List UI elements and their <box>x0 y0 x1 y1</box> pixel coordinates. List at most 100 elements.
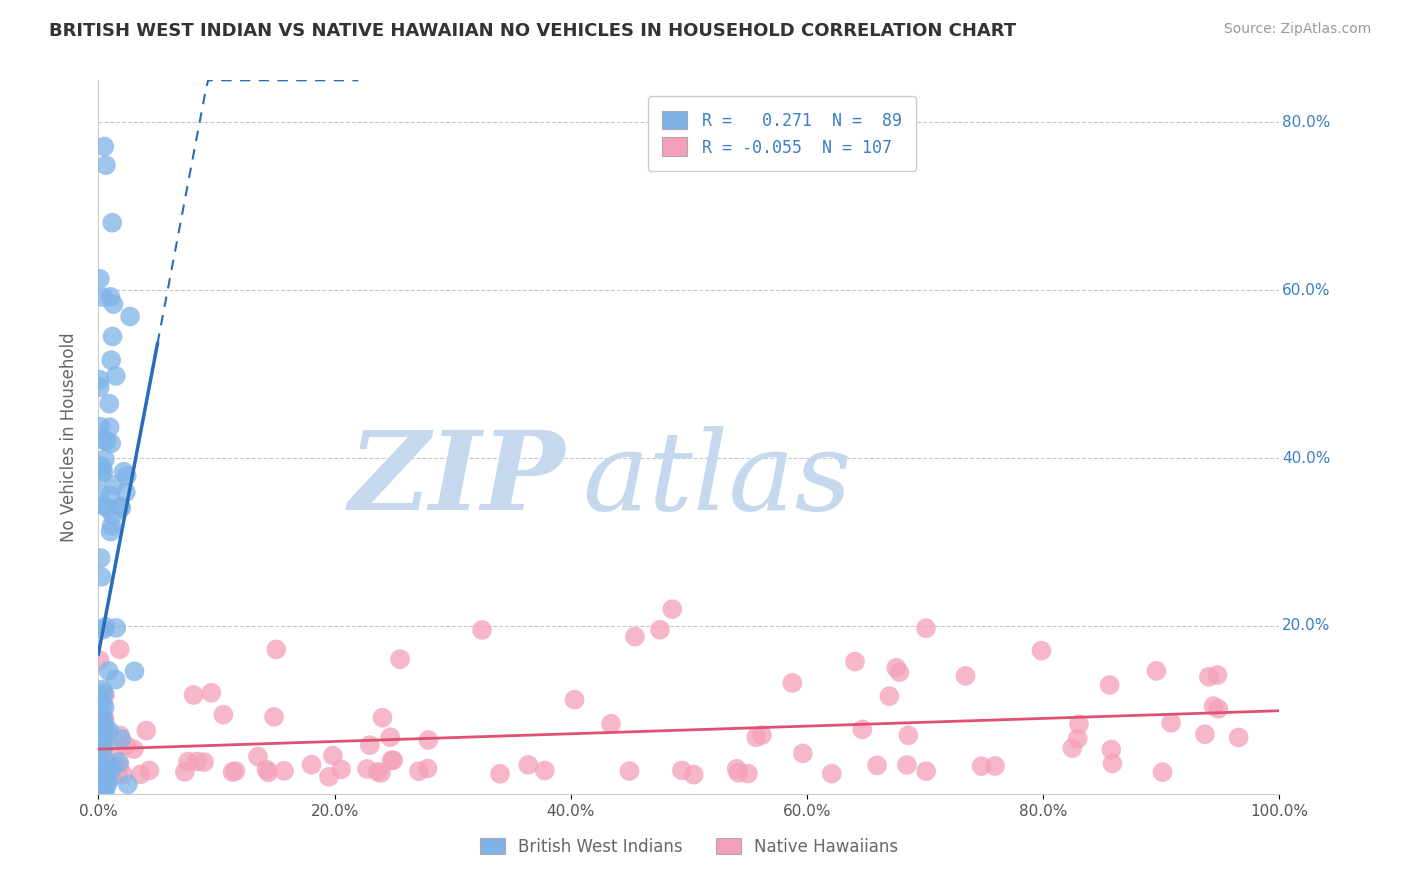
Point <box>173 764 195 779</box>
Point <box>1198 670 1220 684</box>
Point <box>727 765 749 780</box>
Point <box>112 768 135 782</box>
Point <box>101 761 124 775</box>
Point <box>110 731 132 746</box>
Point <box>94 768 117 782</box>
Point <box>97 772 120 786</box>
Point <box>955 669 977 683</box>
Point <box>91 742 114 756</box>
Point <box>91 698 114 712</box>
Point <box>330 763 353 777</box>
Point <box>101 769 124 783</box>
Point <box>1062 741 1084 756</box>
Point <box>257 765 280 780</box>
Point <box>619 764 641 778</box>
Point <box>915 621 938 635</box>
Point <box>93 709 115 723</box>
Point <box>1099 742 1122 756</box>
Y-axis label: No Vehicles in Household: No Vehicles in Household <box>59 332 77 542</box>
Point <box>98 489 121 503</box>
Point <box>256 763 278 777</box>
Point <box>193 755 215 769</box>
Point <box>89 756 111 770</box>
Point <box>1031 643 1053 657</box>
Point <box>93 780 115 794</box>
Point <box>91 731 114 746</box>
Point <box>471 623 494 637</box>
Point <box>89 380 111 394</box>
Point <box>89 733 111 747</box>
Text: 40.0%: 40.0% <box>1282 450 1330 466</box>
Text: atlas: atlas <box>582 426 852 533</box>
Point <box>91 737 114 751</box>
Point <box>93 768 115 782</box>
Point <box>94 620 117 634</box>
Text: 80.0%: 80.0% <box>1282 115 1330 129</box>
Point <box>1194 727 1216 741</box>
Point <box>884 661 907 675</box>
Point <box>866 758 889 772</box>
Point <box>98 396 121 410</box>
Point <box>94 158 117 172</box>
Point <box>89 762 111 776</box>
Point <box>246 749 269 764</box>
Point <box>517 758 540 772</box>
Point <box>98 769 121 783</box>
Point <box>89 743 111 757</box>
Point <box>844 655 866 669</box>
Point <box>91 763 114 777</box>
Point <box>108 759 131 773</box>
Point <box>725 762 748 776</box>
Point <box>94 772 117 786</box>
Point <box>115 739 138 753</box>
Point <box>93 700 115 714</box>
Point <box>682 767 704 781</box>
Point <box>624 630 647 644</box>
Point <box>89 782 111 797</box>
Point <box>93 499 115 513</box>
Point <box>93 739 115 754</box>
Point <box>896 757 918 772</box>
Point <box>1206 668 1229 682</box>
Point <box>94 721 117 735</box>
Legend: British West Indians, Native Hawaiians: British West Indians, Native Hawaiians <box>471 830 907 864</box>
Point <box>108 755 131 769</box>
Point <box>782 676 804 690</box>
Point <box>661 602 683 616</box>
Point <box>103 744 125 758</box>
Point <box>671 764 693 778</box>
Point <box>177 755 200 769</box>
Point <box>564 692 586 706</box>
Point <box>1160 715 1182 730</box>
Point <box>183 688 205 702</box>
Point <box>90 713 112 727</box>
Point <box>418 733 440 747</box>
Point <box>356 762 378 776</box>
Point <box>103 478 125 492</box>
Point <box>380 753 402 767</box>
Point <box>101 329 124 343</box>
Point <box>93 623 115 637</box>
Point <box>89 721 111 735</box>
Point <box>108 642 131 657</box>
Point <box>221 764 243 779</box>
Point <box>98 420 121 434</box>
Point <box>104 673 127 687</box>
Point <box>112 465 135 479</box>
Point <box>93 713 115 727</box>
Point <box>138 764 160 778</box>
Point <box>984 759 1007 773</box>
Point <box>359 738 381 752</box>
Point <box>103 297 125 311</box>
Point <box>1144 664 1167 678</box>
Point <box>751 728 773 742</box>
Point <box>821 766 844 780</box>
Point <box>224 764 246 778</box>
Point <box>90 778 112 792</box>
Point <box>1202 699 1225 714</box>
Point <box>90 716 112 731</box>
Point <box>101 508 124 523</box>
Point <box>96 434 118 448</box>
Point <box>264 642 287 657</box>
Point <box>135 723 157 738</box>
